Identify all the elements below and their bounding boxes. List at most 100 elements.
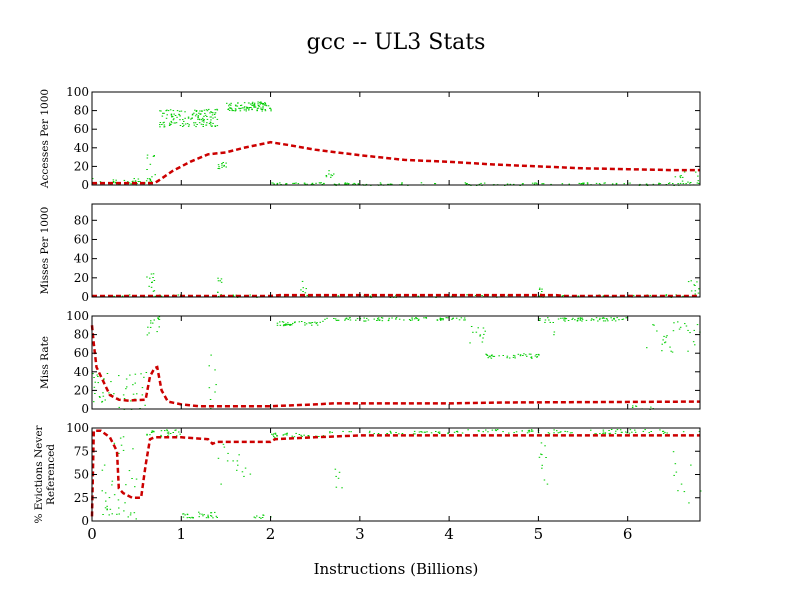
scatter-point bbox=[234, 108, 237, 110]
scatter-point bbox=[232, 294, 234, 296]
scatter-point bbox=[328, 173, 330, 175]
scatter-point bbox=[168, 125, 171, 126]
scatter-point bbox=[248, 108, 250, 110]
scatter-point bbox=[170, 113, 173, 115]
scatter-point bbox=[325, 175, 328, 176]
scatter-point bbox=[141, 394, 144, 396]
scatter-point bbox=[512, 356, 515, 358]
scatter-point bbox=[264, 102, 266, 104]
scatter-point bbox=[376, 320, 378, 321]
scatter-point bbox=[345, 317, 348, 319]
scatter-point bbox=[557, 432, 560, 434]
scatter-point bbox=[151, 431, 153, 433]
scatter-point bbox=[175, 429, 177, 431]
scatter-point bbox=[256, 515, 258, 517]
scatter-point bbox=[282, 325, 285, 327]
scatter-point bbox=[517, 353, 520, 355]
panel-3: 0 20 40 60 80 100 Miss Rate bbox=[39, 309, 701, 416]
scatter-point bbox=[585, 319, 588, 321]
scatter-point bbox=[310, 183, 313, 185]
scatter-point bbox=[218, 168, 221, 170]
scatter-point bbox=[179, 119, 181, 121]
scatter-point bbox=[435, 431, 437, 432]
scatter-point bbox=[191, 114, 194, 116]
scatter-point bbox=[469, 342, 471, 344]
scatter-point bbox=[207, 516, 209, 518]
scatter-point bbox=[129, 514, 132, 516]
scatter-point bbox=[154, 295, 156, 297]
scatter-point bbox=[229, 107, 231, 109]
scatter-point bbox=[544, 445, 546, 447]
scatter-point bbox=[153, 290, 156, 292]
scatter-point bbox=[694, 344, 696, 346]
scatter-point bbox=[349, 319, 352, 321]
scatter-point bbox=[559, 431, 561, 433]
scatter-point bbox=[191, 516, 193, 518]
scatter-point bbox=[222, 443, 225, 445]
scatter-point bbox=[474, 295, 477, 296]
scatter-point bbox=[108, 514, 110, 516]
scatter-point bbox=[579, 318, 582, 320]
scatter-point bbox=[390, 183, 392, 185]
scatter-point bbox=[218, 166, 220, 168]
scatter-point bbox=[285, 433, 288, 435]
scatter-point bbox=[687, 281, 690, 283]
scatter-point bbox=[631, 431, 633, 433]
scatter-point bbox=[604, 182, 606, 184]
scatter-point bbox=[214, 112, 216, 114]
scatter-point bbox=[262, 514, 264, 516]
scatter-point bbox=[210, 116, 212, 118]
scatter-point bbox=[276, 182, 279, 184]
scatter-point bbox=[104, 399, 106, 401]
scatter-point bbox=[456, 431, 459, 433]
scatter-point bbox=[169, 124, 171, 126]
y-tick-label: 0 bbox=[81, 402, 89, 416]
scatter-point bbox=[611, 183, 614, 185]
scatter-point bbox=[225, 166, 227, 168]
scatter-point bbox=[690, 464, 692, 466]
scatter-point bbox=[341, 487, 343, 489]
scatter-point bbox=[595, 182, 598, 184]
scatter-point bbox=[228, 105, 230, 107]
scatter-point bbox=[228, 103, 231, 105]
scatter-point bbox=[439, 319, 442, 320]
scatter-point bbox=[130, 512, 132, 514]
scatter-point bbox=[359, 318, 362, 320]
scatter-point bbox=[212, 517, 214, 519]
scatter-point bbox=[682, 183, 685, 185]
scatter-point bbox=[451, 318, 453, 320]
scatter-point bbox=[512, 354, 515, 356]
scatter-point bbox=[232, 110, 235, 112]
scatter-point bbox=[152, 322, 154, 324]
scatter-point bbox=[652, 183, 655, 185]
scatter-point bbox=[490, 357, 493, 359]
scatter-point bbox=[434, 183, 437, 185]
series-line bbox=[90, 325, 701, 408]
scatter-point bbox=[693, 284, 695, 286]
scatter-point bbox=[241, 471, 244, 473]
scatter-point bbox=[151, 176, 153, 178]
scatter-point bbox=[178, 113, 180, 115]
scatter-point bbox=[664, 431, 666, 433]
scatter-point bbox=[221, 163, 223, 164]
scatter-point bbox=[195, 113, 198, 115]
y-axis-label: % Evictions Never bbox=[33, 424, 45, 523]
scatter-point bbox=[269, 107, 271, 109]
scatter-point bbox=[205, 124, 208, 126]
scatter-point bbox=[455, 431, 458, 432]
scatter-point bbox=[93, 386, 96, 388]
scatter-point bbox=[251, 103, 254, 104]
scatter-point bbox=[298, 434, 301, 435]
scatter-point bbox=[293, 436, 296, 438]
scatter-point bbox=[125, 388, 127, 390]
scatter-point bbox=[387, 183, 390, 185]
scatter-point bbox=[425, 317, 427, 319]
scatter-point bbox=[262, 104, 264, 106]
scatter-point bbox=[209, 121, 212, 123]
scatter-point bbox=[541, 288, 543, 290]
scatter-point bbox=[123, 510, 125, 512]
scatter-point bbox=[118, 375, 120, 377]
scatter-point bbox=[530, 430, 533, 432]
scatter-point bbox=[163, 126, 166, 128]
scatter-point bbox=[177, 294, 179, 296]
